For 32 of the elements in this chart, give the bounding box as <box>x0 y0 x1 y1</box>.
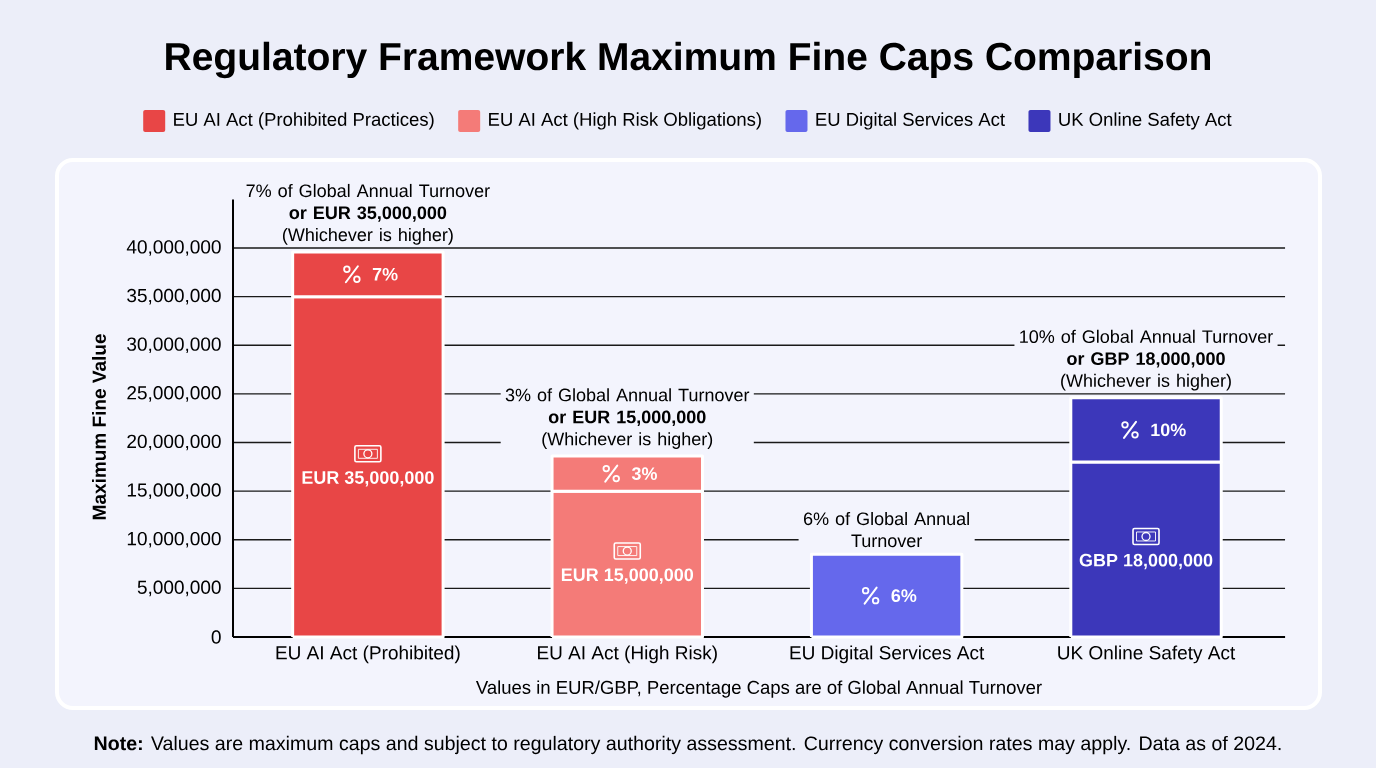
y-tick-label: 35,000,000 <box>127 288 221 305</box>
legend-label: EU AI Act (High Risk Obligations) <box>489 112 761 130</box>
annotation: 3% of Global Annual Turnover or EUR 15,000,000 (Whichever is higher) <box>505 388 750 449</box>
legend-label: EU AI Act (Prohibited Practices) <box>174 112 434 130</box>
legend-label: UK Online Safety Act <box>1059 112 1232 130</box>
x-tick-label: EU Digital Services Act <box>790 645 985 664</box>
annotation: 3% <box>631 467 657 481</box>
y-tick-label: 15,000,000 <box>127 483 221 499</box>
data-label: EUR 35,000,000 <box>302 471 434 487</box>
annotation: 10% of Global Annual Turnover or GBP 18,000,000 (Whichever is higher) <box>1020 329 1273 391</box>
annotation: 6% <box>891 589 917 603</box>
y-tick-label: 10,000,000 <box>127 531 221 548</box>
y-tick-label: 40,000,000 <box>126 240 221 256</box>
x-axis-title: Values in EUR/GBP, Percentage Caps are of Global Annual Turnover <box>475 680 1042 698</box>
y-tick-label: 20,000,000 <box>127 434 221 451</box>
x-tick-label: UK Online Safety Act <box>1058 645 1236 664</box>
data-label: GBP 18,000,000 <box>1079 553 1213 570</box>
data-label: EUR 15,000,000 <box>561 568 694 584</box>
y-tick-label: 30,000,000 <box>127 337 221 354</box>
annotation: 7% of Global Annual Turnover or EUR 35,000,000 (Whichever is higher) <box>246 183 490 245</box>
y-tick-label: 0 <box>211 630 221 644</box>
y-tick-label: 25,000,000 <box>127 386 221 402</box>
annotation: 10% <box>1151 423 1186 437</box>
y-tick-label: 5,000,000 <box>137 580 221 597</box>
annotation: 6% of Global Annual Turnover <box>804 511 969 548</box>
legend-label: EU Digital Services Act <box>816 112 1005 130</box>
text: Note: Values are maximum caps and subject to regulatory authority assessment. Currency conversion rates may apply. Data as of 2024. <box>94 735 1281 755</box>
x-tick-label: EU AI Act (Prohibited) <box>276 645 460 664</box>
chart-title: Regulatory Framework Maximum Fine Caps Comparison <box>166 41 1210 79</box>
y-axis-title: Maximum Fine Value <box>92 334 106 520</box>
annotation: 7% <box>372 267 398 281</box>
x-tick-label: EU AI Act (High Risk) <box>538 645 717 664</box>
